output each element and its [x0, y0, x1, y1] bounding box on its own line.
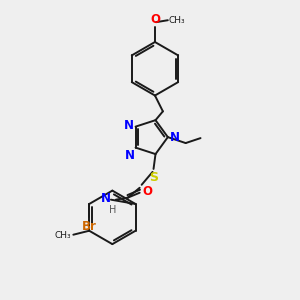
- Text: O: O: [142, 185, 153, 198]
- Text: N: N: [101, 192, 111, 205]
- Text: N: N: [124, 148, 135, 162]
- Text: O: O: [150, 13, 160, 26]
- Text: H: H: [109, 205, 117, 214]
- Text: CH₃: CH₃: [169, 16, 185, 25]
- Text: Br: Br: [82, 220, 97, 233]
- Text: S: S: [149, 171, 158, 184]
- Text: CH₃: CH₃: [55, 231, 71, 240]
- Text: N: N: [124, 119, 134, 132]
- Text: N: N: [170, 130, 180, 144]
